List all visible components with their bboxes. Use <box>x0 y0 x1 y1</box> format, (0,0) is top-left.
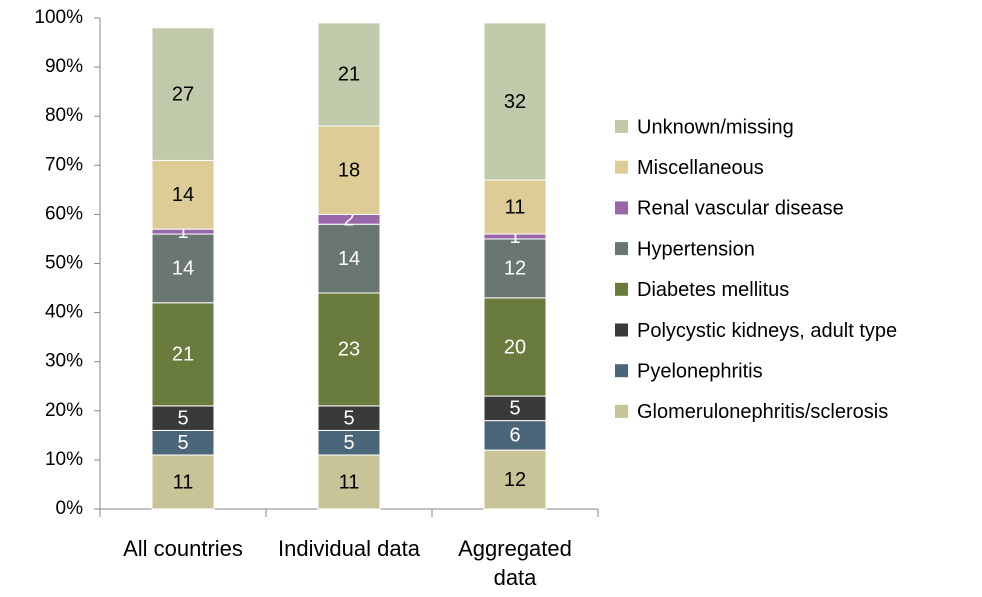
y-tick-label: 70% <box>45 154 83 175</box>
bar-segment <box>317 22 381 127</box>
data-label: 11 <box>339 471 360 493</box>
data-label: 27 <box>172 83 194 105</box>
y-tick-label: 30% <box>45 351 83 372</box>
bar-segment <box>483 420 547 451</box>
data-label: 32 <box>504 91 526 113</box>
legend-label: Renal vascular disease <box>637 198 844 220</box>
y-tick-label: 40% <box>45 302 83 323</box>
legend-swatch <box>615 120 628 133</box>
data-label: 20 <box>504 336 526 358</box>
y-tick-label: 10% <box>45 449 83 470</box>
legend-label: Hypertension <box>637 238 755 260</box>
x-tick-label: All countries <box>123 536 243 561</box>
data-label: 5 <box>177 432 188 454</box>
bar-segment <box>151 454 215 510</box>
legend-swatch <box>615 404 628 418</box>
y-tick-label: 90% <box>45 56 83 77</box>
y-tick-label: 60% <box>45 203 83 224</box>
y-tick-label: 100% <box>34 7 83 28</box>
legend-label: Miscellaneous <box>637 157 764 179</box>
data-label: 12 <box>504 469 526 491</box>
bar-segment <box>483 395 547 422</box>
data-label: 2 <box>343 209 354 231</box>
bar-segment <box>483 449 547 510</box>
data-label: 5 <box>509 398 520 420</box>
x-tick-label: Individual data <box>278 536 420 561</box>
legend-label: Pyelonephritis <box>637 360 763 382</box>
data-label: 1 <box>509 226 520 248</box>
bar-segment <box>151 233 215 304</box>
bar-segment <box>483 22 547 181</box>
bar-segment <box>317 454 381 510</box>
legend-swatch <box>615 323 628 337</box>
legend-swatch <box>615 282 628 296</box>
bar-segment <box>317 223 381 294</box>
legend-label: Glomerulonephritis/sclerosis <box>637 401 888 423</box>
x-tick-label: Aggregated data <box>458 536 572 590</box>
bar-segment <box>151 302 215 407</box>
bar-segment <box>151 405 215 431</box>
y-tick-label: 80% <box>45 105 83 126</box>
bar-segment <box>317 292 381 407</box>
legend-swatch <box>615 160 628 174</box>
legend-label: Diabetes mellitus <box>637 279 789 301</box>
data-label: 21 <box>338 64 360 86</box>
y-tick-label: 0% <box>56 498 84 519</box>
data-label: 6 <box>509 425 520 447</box>
data-label: 12 <box>504 258 526 280</box>
legend-swatch <box>615 364 628 378</box>
bar-segment <box>317 405 381 431</box>
data-label: 11 <box>505 196 526 218</box>
data-label: 23 <box>338 339 360 361</box>
data-label: 14 <box>172 184 194 206</box>
data-label: 14 <box>172 258 194 280</box>
bar-segment <box>483 297 547 397</box>
data-label: 5 <box>343 407 354 429</box>
data-label: 21 <box>172 344 194 366</box>
data-label: 14 <box>338 248 360 270</box>
data-label: 11 <box>173 471 194 493</box>
legend-label: Unknown/missing <box>637 116 794 138</box>
data-label: 5 <box>343 432 354 454</box>
legend-label: Polycystic kidneys, adult type <box>637 320 897 342</box>
data-label: 1 <box>177 221 188 243</box>
data-label: 18 <box>338 159 360 181</box>
legend-swatch <box>615 242 628 256</box>
bar-segment <box>151 429 215 456</box>
bar-segment <box>151 159 215 230</box>
data-label: 5 <box>177 407 188 429</box>
y-tick-label: 20% <box>45 400 83 421</box>
y-tick-label: 50% <box>45 253 83 274</box>
legend-swatch <box>615 201 628 215</box>
bar-segment <box>483 179 547 235</box>
bar-segment <box>151 27 215 161</box>
